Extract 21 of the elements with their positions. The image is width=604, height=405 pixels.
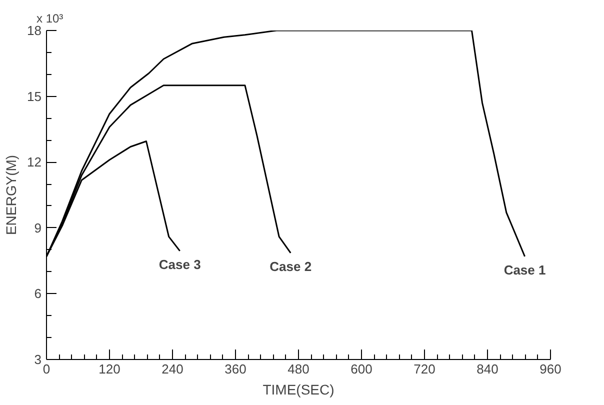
y-tick-label: 9 [34, 220, 42, 236]
x-tick-label: 480 [288, 362, 310, 376]
y-axis-title: ENERGY(M) [3, 154, 20, 236]
y-tick-label: 12 [27, 154, 42, 170]
x-axis-title: TIME(SEC) [262, 382, 334, 398]
series-label: Case 3 [158, 256, 201, 272]
series-label: Case 2 [270, 258, 312, 274]
y-tick-label: 18 [27, 23, 42, 38]
x-tick-label: 840 [476, 362, 498, 376]
y-tick-label: 3 [34, 352, 42, 367]
y-tick-label: 6 [34, 286, 42, 302]
x-tick-label: 600 [350, 362, 372, 376]
series-label: Case 1 [504, 262, 546, 278]
x-tick-label: 240 [162, 362, 184, 376]
text: x 10³ [36, 12, 64, 26]
x-tick-label: 120 [98, 362, 120, 376]
x-tick-label: 960 [540, 362, 562, 376]
y-tick-label: 15 [27, 88, 42, 104]
x-tick-label: 360 [224, 362, 246, 376]
x-tick-label: 720 [414, 362, 436, 376]
x-tick-label: 0 [42, 362, 50, 376]
